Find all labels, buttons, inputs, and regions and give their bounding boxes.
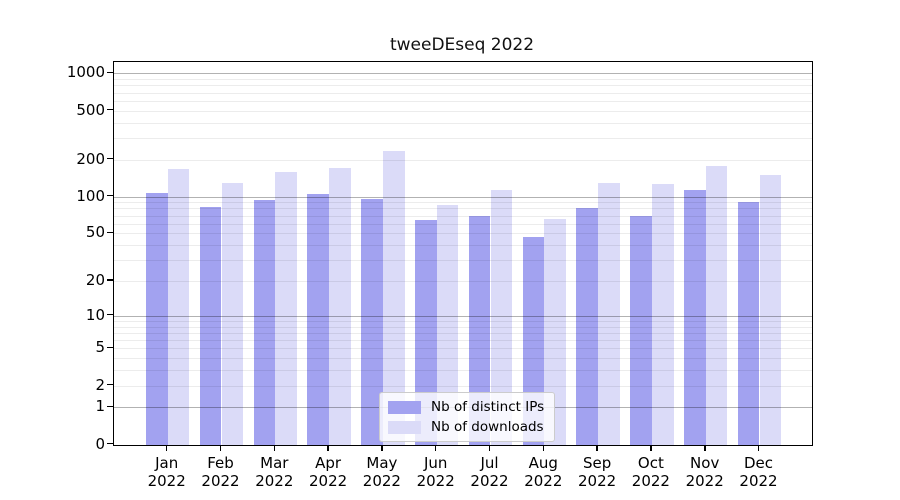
x-tick bbox=[704, 445, 706, 451]
y-tick-label: 1000 bbox=[66, 63, 105, 82]
x-tick-label-month: Dec bbox=[743, 453, 774, 472]
bar-downloads-may bbox=[382, 150, 405, 445]
legend-item-distinct-ips: Nb of distinct IPs bbox=[388, 399, 544, 415]
y-tick bbox=[106, 405, 113, 407]
bar-ips-nov bbox=[683, 189, 706, 445]
x-tick bbox=[165, 445, 168, 451]
y-tick bbox=[106, 157, 113, 160]
legend-item-downloads: Nb of downloads bbox=[388, 419, 544, 435]
x-tick-label-month: Mar bbox=[260, 453, 289, 472]
bar-ips-oct bbox=[630, 215, 652, 445]
x-tick-label-year: 2022 bbox=[631, 471, 670, 490]
x-tick-label-year: 2022 bbox=[255, 471, 294, 490]
x-tick-label-year: 2022 bbox=[470, 471, 509, 490]
chart-title: tweeDEseq 2022 bbox=[389, 35, 535, 55]
x-tick-label-year: 2022 bbox=[685, 471, 724, 490]
bar-downloads-feb bbox=[221, 183, 244, 445]
y-tick-label: 50 bbox=[85, 223, 105, 242]
y-tick bbox=[106, 279, 113, 281]
bar-ips-may bbox=[361, 198, 383, 445]
y-tick-label: 10 bbox=[85, 305, 105, 324]
bar-downloads-aug bbox=[544, 218, 567, 445]
plot-area: Nb of distinct IPs Nb of downloads bbox=[113, 61, 813, 446]
x-tick bbox=[596, 445, 598, 451]
x-tick-label-year: 2022 bbox=[309, 471, 348, 490]
bar-downloads-oct bbox=[651, 183, 674, 445]
y-tick bbox=[106, 442, 113, 445]
legend-swatch-distinct-ips-icon bbox=[388, 400, 421, 414]
x-tick-label-month: Feb bbox=[207, 453, 234, 472]
legend-swatch-downloads-icon bbox=[388, 420, 421, 434]
x-tick bbox=[488, 445, 491, 451]
y-tick bbox=[106, 313, 113, 316]
legend: Nb of distinct IPs Nb of downloads bbox=[379, 392, 556, 442]
y-tick-label: 200 bbox=[76, 149, 105, 168]
bar-layer bbox=[114, 62, 812, 445]
y-tick-label: 500 bbox=[76, 100, 105, 119]
x-tick-label-year: 2022 bbox=[362, 471, 401, 490]
y-tick-label: 20 bbox=[85, 270, 105, 289]
y-tick bbox=[106, 194, 113, 197]
x-tick-label-month: Apr bbox=[315, 453, 342, 472]
x-tick-label-year: 2022 bbox=[416, 471, 455, 490]
bar-ips-apr bbox=[307, 193, 330, 445]
y-tick-label: 5 bbox=[95, 338, 105, 357]
y-tick bbox=[106, 383, 113, 386]
bar-ips-sep bbox=[576, 208, 599, 445]
x-tick-label-month: Jul bbox=[480, 453, 499, 472]
bar-downloads-apr bbox=[329, 168, 351, 445]
bar-downloads-sep bbox=[598, 182, 620, 445]
y-tick bbox=[106, 346, 113, 348]
bar-downloads-jun bbox=[436, 204, 459, 445]
x-tick-label-month: Jun bbox=[423, 453, 448, 472]
x-tick bbox=[273, 445, 275, 451]
y-tick bbox=[106, 108, 113, 111]
x-tick-label-year: 2022 bbox=[147, 471, 186, 490]
bar-downloads-jan bbox=[167, 169, 190, 445]
legend-label-downloads: Nb of downloads bbox=[431, 419, 544, 435]
x-tick bbox=[219, 445, 222, 451]
x-tick bbox=[434, 445, 437, 451]
y-tick-label: 0 bbox=[95, 434, 105, 453]
x-tick bbox=[381, 445, 383, 451]
y-tick-label: 100 bbox=[76, 186, 105, 205]
x-tick bbox=[757, 445, 760, 451]
legend-label-distinct-ips: Nb of distinct IPs bbox=[431, 399, 545, 415]
x-tick-label-month: Nov bbox=[690, 453, 720, 472]
x-tick bbox=[327, 445, 329, 451]
x-tick-label-year: 2022 bbox=[739, 471, 778, 490]
y-tick-label: 2 bbox=[95, 375, 105, 394]
bar-ips-dec bbox=[737, 202, 760, 445]
x-tick-label-year: 2022 bbox=[578, 471, 617, 490]
bar-downloads-dec bbox=[759, 174, 782, 445]
x-tick-label-month: Jan bbox=[155, 453, 179, 472]
bar-downloads-jul bbox=[490, 189, 513, 445]
x-tick-label-month: May bbox=[366, 453, 398, 472]
x-tick-label-year: 2022 bbox=[201, 471, 240, 490]
x-tick-label-month: Oct bbox=[637, 453, 664, 472]
x-tick-label-month: Aug bbox=[528, 453, 558, 472]
y-tick-label: 1 bbox=[95, 397, 105, 416]
y-tick bbox=[106, 231, 113, 233]
bar-ips-jan bbox=[145, 192, 168, 445]
bar-ips-jul bbox=[468, 216, 491, 445]
bar-downloads-mar bbox=[275, 172, 298, 445]
bar-ips-feb bbox=[199, 206, 222, 445]
bar-ips-mar bbox=[253, 200, 276, 445]
bar-ips-jun bbox=[414, 220, 437, 445]
x-tick bbox=[650, 445, 652, 451]
y-tick bbox=[106, 71, 113, 74]
x-tick-label-month: Sep bbox=[582, 453, 612, 472]
bar-downloads-nov bbox=[705, 166, 728, 445]
x-tick bbox=[542, 445, 544, 451]
x-tick-label-year: 2022 bbox=[524, 471, 563, 490]
